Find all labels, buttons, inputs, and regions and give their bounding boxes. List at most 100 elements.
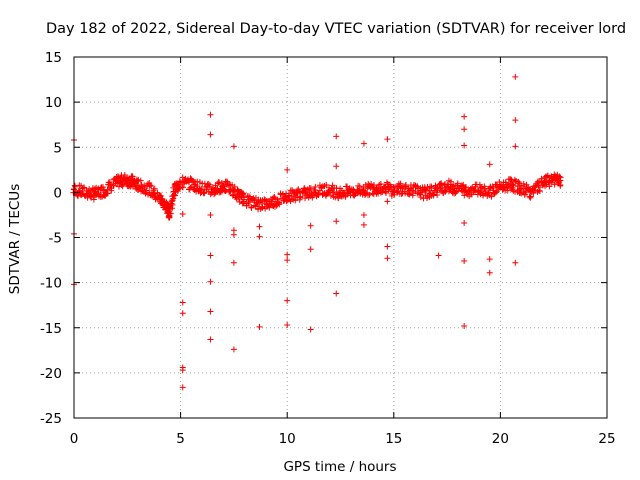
outlier-data-point	[207, 111, 214, 118]
outlier-data-point	[284, 166, 291, 173]
outlier-data-point	[207, 211, 214, 218]
band-data-point	[186, 179, 193, 186]
outlier-data-point	[179, 299, 186, 306]
band-data-point	[417, 194, 424, 201]
band-data-point	[224, 178, 231, 185]
band-data-point	[398, 190, 405, 197]
outlier-data-point	[284, 297, 291, 304]
chart-title: Day 182 of 2022, Sidereal Day-to-day VTE…	[46, 21, 626, 37]
band-data-point	[428, 183, 435, 190]
band-data-point	[541, 174, 548, 181]
outlier-data-point	[284, 251, 291, 258]
band-data-point	[179, 184, 186, 191]
x-tick-label: 15	[385, 431, 402, 447]
band-data-point	[527, 193, 534, 200]
band-data-point	[510, 182, 517, 189]
y-tick-label: 15	[45, 50, 62, 66]
outlier-data-point	[461, 322, 468, 329]
outlier-data-point	[230, 346, 237, 353]
band-data-point	[401, 188, 408, 195]
outlier-data-point	[461, 220, 468, 227]
x-tick-label: 25	[598, 431, 615, 447]
outlier-data-point	[230, 259, 237, 266]
band-data-point	[311, 186, 318, 193]
outlier-data-point	[384, 243, 391, 250]
band-data-point	[179, 183, 186, 190]
x-tick-label: 20	[492, 431, 509, 447]
outlier-data-point	[360, 221, 367, 228]
band-data-point	[395, 188, 402, 195]
band-data-point	[151, 185, 158, 192]
band-data-point	[307, 185, 314, 192]
band-data-point	[288, 195, 295, 202]
outlier-data-point	[333, 290, 340, 297]
outlier-data-point	[207, 278, 214, 285]
y-tick-label: 10	[45, 95, 62, 111]
band-data-point	[525, 187, 532, 194]
outlier-data-point	[360, 211, 367, 218]
outlier-data-point	[307, 246, 314, 253]
band-data-point	[87, 193, 94, 200]
outlier-data-point	[384, 255, 391, 262]
band-data-point	[402, 182, 409, 189]
outlier-data-point	[360, 140, 367, 147]
x-axis-ticks: 0 5 10 15 20 25	[70, 57, 616, 447]
sdtvar-outlier-series	[71, 73, 519, 391]
band-data-point	[405, 191, 412, 198]
y-tick-label: 5	[53, 140, 62, 156]
band-data-point	[99, 184, 106, 191]
outlier-data-point	[230, 143, 237, 150]
band-data-point	[129, 173, 136, 180]
outlier-data-point	[512, 117, 519, 124]
band-data-point	[329, 189, 336, 196]
band-data-point	[274, 196, 281, 203]
outlier-data-point	[179, 310, 186, 317]
band-data-point	[546, 183, 553, 190]
grid-lines	[74, 57, 607, 418]
band-data-point	[508, 177, 515, 184]
y-axis-label: SDTVAR / TECUs	[7, 184, 23, 294]
band-data-point	[147, 182, 154, 189]
outlier-data-point	[230, 231, 237, 238]
band-data-point	[383, 190, 390, 197]
x-tick-label: 5	[176, 431, 185, 447]
outlier-data-point	[207, 336, 214, 343]
band-data-point	[171, 192, 178, 199]
band-data-point	[557, 182, 564, 189]
sdtvar-band-series	[70, 171, 564, 221]
band-data-point	[312, 183, 319, 190]
outlier-data-point	[486, 269, 493, 276]
band-data-point	[119, 183, 126, 190]
outlier-data-point	[333, 218, 340, 225]
band-data-point	[375, 190, 382, 197]
y-tick-label: 0	[53, 185, 62, 201]
y-tick-label: -5	[49, 231, 62, 247]
outlier-data-point	[207, 131, 214, 138]
band-data-point	[169, 205, 176, 212]
band-data-point	[150, 187, 157, 194]
band-data-point	[166, 214, 173, 221]
band-data-point	[189, 177, 196, 184]
outlier-data-point	[435, 252, 442, 259]
band-data-point	[214, 186, 221, 193]
band-data-point	[463, 184, 470, 191]
band-data-point	[276, 201, 283, 208]
band-data-point	[527, 194, 534, 201]
band-data-point	[521, 191, 528, 198]
y-tick-label: -10	[40, 276, 62, 292]
outlier-data-point	[307, 222, 314, 229]
outlier-data-point	[486, 161, 493, 168]
outlier-data-point	[179, 367, 186, 374]
band-data-point	[523, 181, 530, 188]
outlier-data-point	[256, 233, 263, 240]
outlier-data-point	[256, 323, 263, 330]
y-axis-ticks: -25 -20 -15 -10 -5 0 5 10 15	[40, 50, 607, 427]
outlier-data-point	[486, 256, 493, 263]
plot-border	[73, 56, 608, 419]
outlier-data-point	[461, 126, 468, 133]
band-data-point	[259, 204, 266, 211]
band-data-point	[327, 192, 334, 199]
band-data-point	[318, 184, 325, 191]
outlier-data-point	[461, 113, 468, 120]
band-data-point	[509, 181, 516, 188]
